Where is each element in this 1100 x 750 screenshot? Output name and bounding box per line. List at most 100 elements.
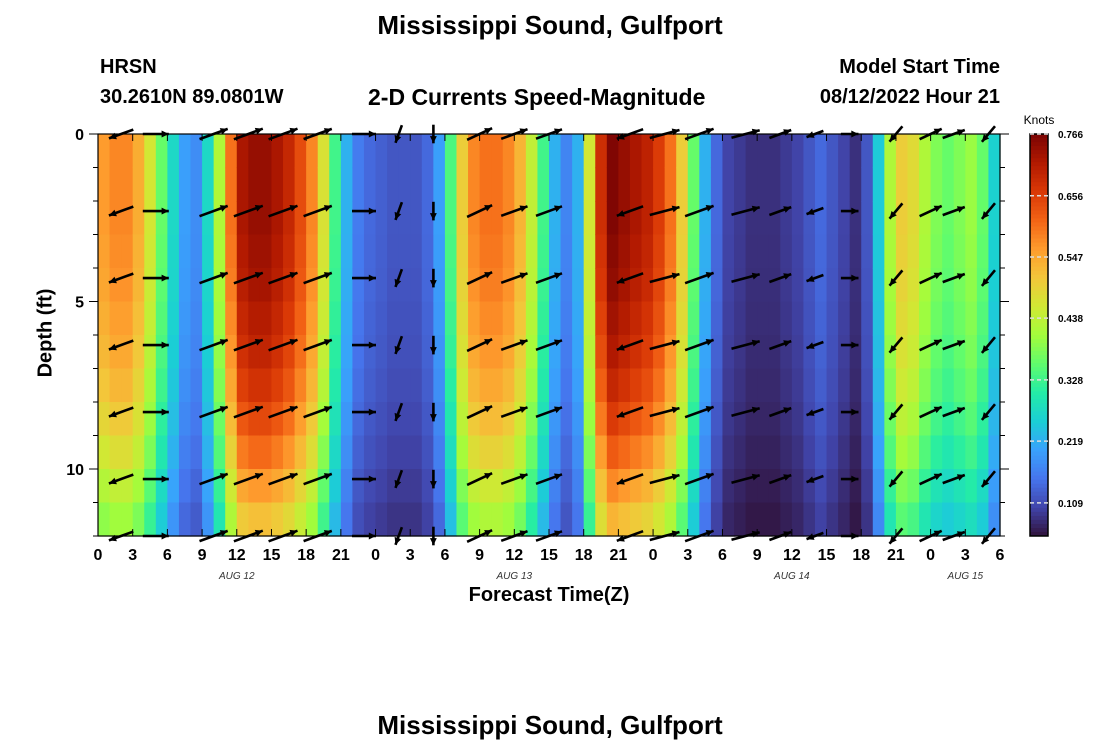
heatmap-cell bbox=[514, 134, 527, 169]
heatmap-cell bbox=[583, 435, 596, 470]
heatmap-cell bbox=[653, 268, 666, 303]
heatmap-cell bbox=[352, 234, 365, 269]
heatmap-cell bbox=[259, 502, 273, 537]
current-arrow bbox=[394, 268, 404, 288]
heatmap-cell bbox=[236, 167, 249, 202]
heatmap-cell bbox=[849, 469, 862, 504]
heatmap-cell bbox=[583, 469, 596, 504]
x-tick-label: 6 bbox=[718, 547, 727, 564]
heatmap-cell bbox=[410, 301, 423, 336]
colorbar-segment bbox=[1030, 142, 1048, 147]
heatmap-cell bbox=[444, 368, 458, 403]
arrow-head bbox=[519, 473, 528, 480]
colorbar-segment bbox=[1030, 495, 1048, 501]
heatmap-cell bbox=[190, 435, 203, 470]
arrow-head bbox=[394, 412, 402, 421]
arrow-head bbox=[783, 340, 792, 347]
heatmap-cell bbox=[525, 502, 539, 537]
colorbar-segment bbox=[1030, 415, 1048, 420]
y-tick-label: 10 bbox=[66, 462, 84, 479]
current-arrow bbox=[108, 272, 134, 284]
colorbar-segment bbox=[1030, 198, 1048, 203]
heatmap-cell bbox=[838, 435, 851, 470]
heatmap-cell bbox=[572, 201, 585, 236]
arrow-head bbox=[219, 339, 228, 346]
heatmap-cell bbox=[618, 268, 631, 303]
heatmap-cell bbox=[352, 368, 365, 403]
current-arrow bbox=[500, 339, 528, 352]
heatmap-cell bbox=[826, 368, 839, 403]
heatmap-cell bbox=[271, 469, 284, 504]
heatmap-cell bbox=[826, 201, 839, 236]
current-arrow bbox=[303, 472, 333, 486]
heatmap-cell bbox=[306, 201, 319, 236]
heatmap-cell bbox=[560, 201, 573, 236]
heatmap-cell bbox=[572, 435, 585, 470]
heatmap-cell bbox=[537, 435, 550, 470]
arrow-head bbox=[484, 473, 493, 480]
heatmap-cell bbox=[329, 234, 342, 269]
heatmap-cell bbox=[456, 469, 469, 504]
colorbar-segment bbox=[1030, 403, 1048, 408]
current-arrow bbox=[731, 272, 761, 284]
arrow-head bbox=[368, 274, 376, 282]
heatmap-cell bbox=[144, 201, 157, 236]
heatmap-cell bbox=[178, 435, 192, 470]
heatmap-cell bbox=[109, 301, 122, 336]
heatmap-cell bbox=[780, 301, 793, 336]
heatmap-cell bbox=[942, 402, 955, 437]
heatmap-cell bbox=[549, 167, 562, 202]
heatmap-cell bbox=[976, 134, 990, 169]
arrow-head bbox=[394, 536, 402, 545]
heatmap-cell bbox=[514, 435, 527, 470]
heatmap-cell bbox=[976, 502, 990, 537]
x-tick-label: 0 bbox=[926, 547, 935, 564]
heatmap-cell bbox=[456, 134, 469, 169]
heatmap-cell bbox=[225, 469, 238, 504]
current-arrow bbox=[268, 405, 298, 419]
heatmap-cell bbox=[468, 134, 481, 169]
footer-title: Mississippi Sound, Gulfport bbox=[377, 710, 723, 740]
heatmap-cell bbox=[791, 469, 805, 504]
heatmap-cell bbox=[132, 268, 145, 303]
heatmap-cell bbox=[178, 167, 192, 202]
arrow-head bbox=[368, 207, 376, 215]
arrow-head bbox=[981, 278, 990, 286]
current-arrow bbox=[268, 271, 298, 285]
heatmap-cell bbox=[768, 435, 781, 470]
heatmap-cell bbox=[236, 469, 249, 504]
arrow-head bbox=[705, 205, 714, 212]
x-tick-label: 12 bbox=[783, 547, 801, 564]
heatmap-cell bbox=[849, 335, 862, 370]
arrow-head bbox=[394, 211, 402, 220]
heatmap-cell bbox=[919, 502, 932, 537]
heatmap-cell bbox=[456, 435, 469, 470]
heatmap-cell bbox=[479, 435, 492, 470]
current-arrow bbox=[303, 271, 333, 285]
current-arrow bbox=[394, 469, 404, 489]
current-arrow bbox=[731, 339, 761, 351]
heatmap-cell bbox=[178, 368, 192, 403]
current-arrow bbox=[888, 470, 904, 488]
heatmap-cell bbox=[202, 368, 215, 403]
heatmap-cell bbox=[525, 134, 539, 169]
heatmap-cell bbox=[421, 268, 434, 303]
heatmap-cell bbox=[965, 402, 978, 437]
heatmap-cell bbox=[352, 201, 365, 236]
heatmap-cell bbox=[988, 134, 1001, 169]
current-arrow bbox=[108, 205, 134, 217]
arrow-head bbox=[554, 530, 562, 537]
heatmap-cell bbox=[838, 268, 851, 303]
heatmap-cell bbox=[98, 301, 111, 336]
y-axis-label: Depth (ft) bbox=[34, 288, 57, 378]
heatmap-cell bbox=[225, 268, 238, 303]
heatmap-cell bbox=[965, 335, 978, 370]
heatmap-cell bbox=[144, 435, 157, 470]
heatmap-cell bbox=[907, 167, 920, 202]
heatmap-cell bbox=[121, 167, 134, 202]
current-arrow bbox=[731, 205, 761, 217]
heatmap-cell bbox=[629, 502, 643, 537]
model-start-value: 08/12/2022 Hour 21 bbox=[819, 86, 1000, 108]
heatmap-cell bbox=[306, 502, 319, 537]
x-tick-label: 6 bbox=[440, 547, 449, 564]
